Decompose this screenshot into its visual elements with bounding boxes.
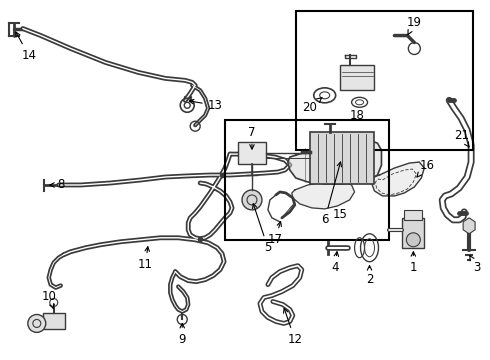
Text: 5: 5 xyxy=(252,204,271,254)
Text: 15: 15 xyxy=(332,208,347,221)
Bar xyxy=(310,132,374,184)
Circle shape xyxy=(406,233,420,247)
Text: 6: 6 xyxy=(321,162,342,226)
Bar xyxy=(238,142,266,164)
Text: 11: 11 xyxy=(138,247,153,271)
Text: 12: 12 xyxy=(284,308,302,346)
Text: 16: 16 xyxy=(417,158,435,177)
Polygon shape xyxy=(371,162,424,196)
Bar xyxy=(43,314,65,329)
Text: 2: 2 xyxy=(366,266,373,286)
Text: 7: 7 xyxy=(248,126,256,149)
Circle shape xyxy=(28,315,46,332)
Text: 17: 17 xyxy=(268,222,282,246)
Polygon shape xyxy=(463,218,475,234)
Text: 20: 20 xyxy=(302,97,322,114)
Polygon shape xyxy=(288,140,382,184)
Text: 4: 4 xyxy=(331,252,339,274)
Polygon shape xyxy=(292,181,355,209)
Text: 18: 18 xyxy=(350,109,365,122)
Text: 8: 8 xyxy=(50,179,64,192)
Text: 1: 1 xyxy=(410,252,417,274)
Text: 9: 9 xyxy=(178,324,186,346)
Text: 3: 3 xyxy=(470,256,481,274)
Bar xyxy=(404,210,422,220)
Bar xyxy=(296,11,473,150)
Circle shape xyxy=(242,190,262,210)
Text: 21: 21 xyxy=(454,129,469,147)
Text: 14: 14 xyxy=(16,32,36,62)
Text: 13: 13 xyxy=(189,99,222,112)
Text: 10: 10 xyxy=(41,290,56,309)
Bar xyxy=(225,120,390,240)
Bar xyxy=(340,66,374,90)
Bar xyxy=(402,218,424,248)
Text: 19: 19 xyxy=(407,16,422,35)
